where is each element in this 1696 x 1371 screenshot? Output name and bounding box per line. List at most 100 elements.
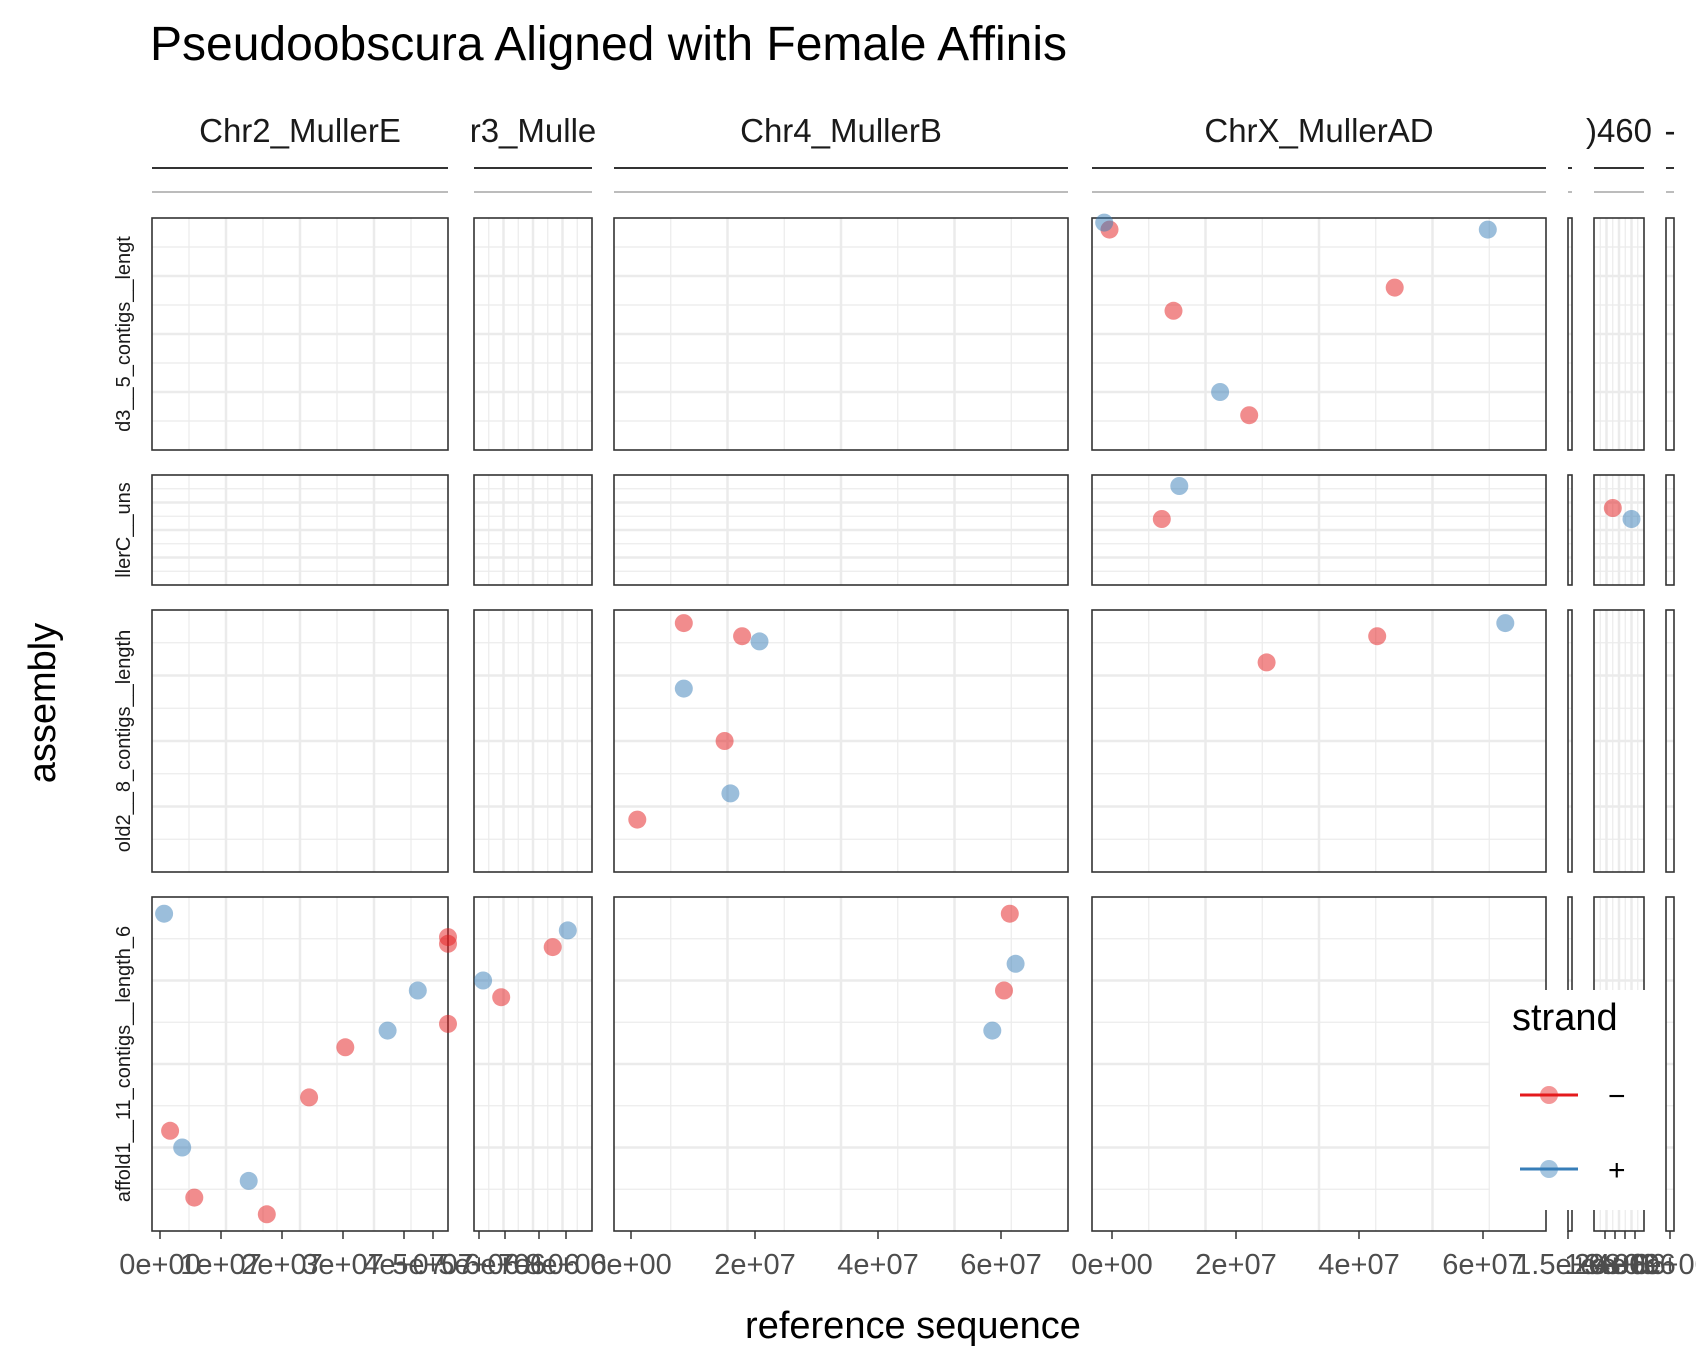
x-tick-label: 5e+06 (438, 1249, 519, 1281)
minus-strand-point (185, 1188, 204, 1207)
legend-key-plus-point (1540, 1160, 1558, 1178)
column-strip: )460 (1586, 112, 1652, 193)
x-tick-label: 2e+06 (1574, 1249, 1655, 1281)
minus-strand-point (1603, 499, 1622, 517)
x-tick-label: 0e+00 (1629, 1249, 1696, 1281)
panel-border (1567, 474, 1573, 586)
plus-strand-point (674, 679, 693, 698)
plus-strand-point (750, 632, 769, 651)
facet-panel (1593, 609, 1645, 873)
x-tick-label: 6e+07 (1442, 1249, 1523, 1281)
facet-panel (613, 474, 1069, 586)
facet-panel (613, 609, 1069, 873)
column-strip: ChrX_MullerAD (1092, 112, 1546, 193)
row-strip-label: affold1__11_contigs__length_6 (113, 926, 135, 1202)
facet-panel (1567, 609, 1573, 873)
row-strip-label: old2__8_contigs__length (113, 630, 135, 852)
panel-border (1091, 474, 1547, 586)
facet-panel (151, 609, 449, 873)
panel-border (1593, 217, 1645, 451)
panel-border (1593, 474, 1645, 586)
x-tick-label: 3e+07 (302, 1249, 383, 1281)
panel-border (613, 474, 1069, 586)
column-strip-label: )460 (1586, 112, 1652, 149)
panel-border (1665, 474, 1675, 586)
x-tick-label: 4e+07 (1318, 1249, 1399, 1281)
plus-strand-point (408, 981, 427, 1000)
facet-panel (473, 217, 593, 451)
minus-strand-point (300, 1088, 319, 1107)
minus-strand-point (674, 614, 693, 633)
minus-strand-point (492, 988, 511, 1007)
x-tick-label: 0e+00 (119, 1249, 200, 1281)
plus-strand-point (173, 1138, 192, 1157)
facet-panel (151, 217, 449, 451)
minus-strand-point (257, 1205, 276, 1224)
panel-border (151, 474, 449, 586)
plus-strand-point (155, 904, 174, 923)
x-tick-label: 1.5e+08 (1515, 1249, 1621, 1281)
panel-border (1091, 217, 1547, 451)
facet-panel (1665, 474, 1675, 586)
x-tick-label: 4e+07 (363, 1249, 444, 1281)
x-tick-label: 2e+07 (241, 1249, 322, 1281)
facet-panel (1665, 896, 1675, 1232)
minus-strand-point (1164, 301, 1183, 320)
panel-border (473, 896, 593, 1232)
minus-strand-point (543, 938, 562, 957)
x-tick-label: 0e+00 (590, 1249, 671, 1281)
facet-panel (151, 474, 449, 586)
plus-strand-point (558, 921, 577, 940)
facet-panel (613, 896, 1069, 1232)
facet-panel (613, 217, 1069, 451)
row-strip-label: llerC__uns (113, 482, 135, 578)
legend-title: strand (1512, 997, 1618, 1039)
panel-border (1665, 609, 1675, 873)
minus-strand-point (733, 627, 752, 646)
legend: strand − + (1490, 990, 1660, 1210)
column-strip: Chr4_MullerB (614, 112, 1068, 193)
minus-strand-point (1257, 653, 1276, 672)
facet-panel (1593, 217, 1645, 451)
facet-panel (151, 896, 449, 1232)
panel-border (1567, 609, 1573, 873)
minus-strand-point (995, 981, 1013, 1000)
plus-strand-point (1622, 510, 1641, 528)
minus-strand-point (715, 732, 734, 750)
facet-panel (473, 474, 593, 586)
x-tick-label: 3e+06 (1584, 1249, 1665, 1281)
column-strip: Chr2_MullerE (152, 112, 448, 193)
minus-strand-point (439, 934, 457, 953)
facet-panel (1091, 217, 1547, 451)
minus-strand-point (1368, 627, 1387, 646)
minus-strand-point (1240, 406, 1259, 425)
column-strip: - (1665, 112, 1676, 193)
minus-strand-point (1000, 904, 1019, 923)
facet-panel (1091, 474, 1547, 586)
legend-label-plus: + (1608, 1154, 1626, 1187)
panel-border (613, 896, 1069, 1232)
column-strip-label: - (1665, 112, 1676, 149)
minus-strand-point (439, 1014, 457, 1033)
x-axis-title: reference sequence (745, 1305, 1081, 1347)
x-tick-label: 7e+06 (498, 1249, 579, 1281)
x-tick-label: 1e+07 (180, 1249, 261, 1281)
panel-border (1665, 217, 1675, 451)
x-tick-label: 2e+07 (1195, 1249, 1276, 1281)
column-strip-label: ChrX_MullerAD (1204, 112, 1433, 149)
panel-border (473, 474, 593, 586)
facet-panel (1593, 474, 1645, 586)
minus-strand-point (336, 1038, 355, 1057)
column-strip-label: Chr4_MullerB (740, 112, 942, 149)
legend-background (1490, 990, 1660, 1210)
minus-strand-point (1152, 510, 1171, 528)
row-strip-label: d3__5_contigs__lengt (113, 236, 135, 432)
x-tick-label: 4e+06 (1594, 1249, 1675, 1281)
facet-panel (1091, 609, 1547, 873)
plus-strand-point (721, 784, 740, 803)
legend-label-minus: − (1608, 1080, 1626, 1113)
facet-panel (1567, 474, 1573, 586)
x-tick-label: 1e+06 (1564, 1249, 1645, 1281)
x-tick-label: 6e+07 (960, 1249, 1041, 1281)
